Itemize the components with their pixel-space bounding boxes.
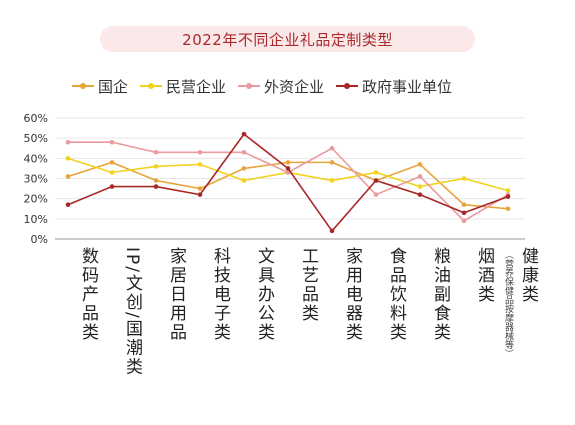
- x-tick-note: （营养保健品按摩器械等）: [503, 250, 513, 358]
- data-point: [153, 184, 159, 189]
- y-tick-label: 40%: [24, 152, 48, 165]
- data-point: [373, 170, 379, 175]
- data-point: [109, 160, 115, 165]
- y-tick-label: 10%: [24, 213, 48, 226]
- legend-label: 国企: [98, 77, 129, 96]
- data-point: [197, 192, 203, 197]
- data-point: [197, 162, 203, 167]
- x-tick-label: IP/文创/国潮类: [122, 247, 142, 377]
- legend-label: 民营企业: [166, 77, 227, 96]
- legend-item: 国企: [72, 76, 128, 97]
- x-tick-label: 数码产品类: [78, 247, 98, 342]
- data-point: [241, 149, 247, 155]
- data-point: [417, 184, 423, 189]
- data-point: [65, 202, 71, 208]
- data-point: [153, 164, 159, 169]
- x-tick-label: 食品饮料类: [386, 247, 406, 342]
- legend-label: 外资企业: [264, 77, 325, 96]
- data-point: [417, 174, 423, 179]
- data-point: [65, 174, 71, 179]
- y-tick-label: 0%: [31, 233, 48, 246]
- data-point: [109, 139, 115, 145]
- data-point: [153, 178, 159, 183]
- data-point: [461, 218, 467, 224]
- data-point: [329, 160, 335, 165]
- legend-swatch: [336, 80, 359, 92]
- chart-title: 2022年不同企业礼品定制类型: [182, 30, 393, 49]
- data-point: [197, 149, 203, 155]
- data-point: [109, 170, 115, 175]
- x-tick-label: 烟酒类: [474, 247, 494, 304]
- y-tick-label: 50%: [24, 132, 48, 145]
- legend-swatch: [140, 80, 163, 92]
- y-tick-label: 60%: [24, 112, 48, 125]
- data-point: [285, 166, 291, 171]
- data-point: [373, 192, 379, 197]
- data-point: [461, 202, 467, 208]
- data-point: [285, 160, 291, 165]
- data-point: [65, 139, 71, 145]
- data-point: [461, 176, 467, 181]
- chart-title-pill: 2022年不同企业礼品定制类型: [100, 26, 475, 52]
- data-point: [417, 162, 423, 167]
- data-point: [505, 194, 511, 199]
- legend-item: 外资企业: [238, 76, 324, 97]
- data-point: [153, 149, 159, 155]
- x-tick-label: 文具办公类: [254, 247, 274, 342]
- data-point: [329, 178, 335, 183]
- legend-label: 政府事业单位: [362, 77, 453, 96]
- series-line-2: [68, 141, 509, 222]
- legend-swatch: [238, 80, 261, 92]
- data-point: [109, 184, 115, 189]
- legend-item: 民营企业: [140, 76, 226, 97]
- x-tick-label: 家居日用品: [166, 247, 186, 342]
- data-point: [329, 228, 335, 234]
- legend-swatch: [72, 80, 94, 92]
- data-point: [373, 178, 379, 183]
- data-point: [461, 210, 467, 216]
- data-point: [197, 186, 203, 191]
- data-point: [417, 192, 423, 197]
- x-tick-label: 健康类: [518, 247, 538, 304]
- x-tick-label: 粮油副食类: [430, 247, 450, 342]
- data-point: [241, 178, 247, 183]
- data-point: [505, 188, 511, 193]
- y-tick-label: 30%: [24, 173, 48, 186]
- x-tick-label: 家用电器类: [342, 247, 362, 342]
- legend: 国企 民营企业 外资企业 政府事业单位: [72, 75, 464, 97]
- x-tick-label: 工艺品类: [298, 247, 318, 323]
- y-tick-label: 20%: [24, 193, 48, 206]
- data-point: [505, 206, 511, 212]
- x-tick-label: 科技电子类: [210, 247, 230, 342]
- data-point: [241, 131, 247, 137]
- data-point: [329, 145, 335, 151]
- data-point: [65, 156, 71, 161]
- data-point: [241, 166, 247, 171]
- legend-item: 政府事业单位: [336, 76, 452, 97]
